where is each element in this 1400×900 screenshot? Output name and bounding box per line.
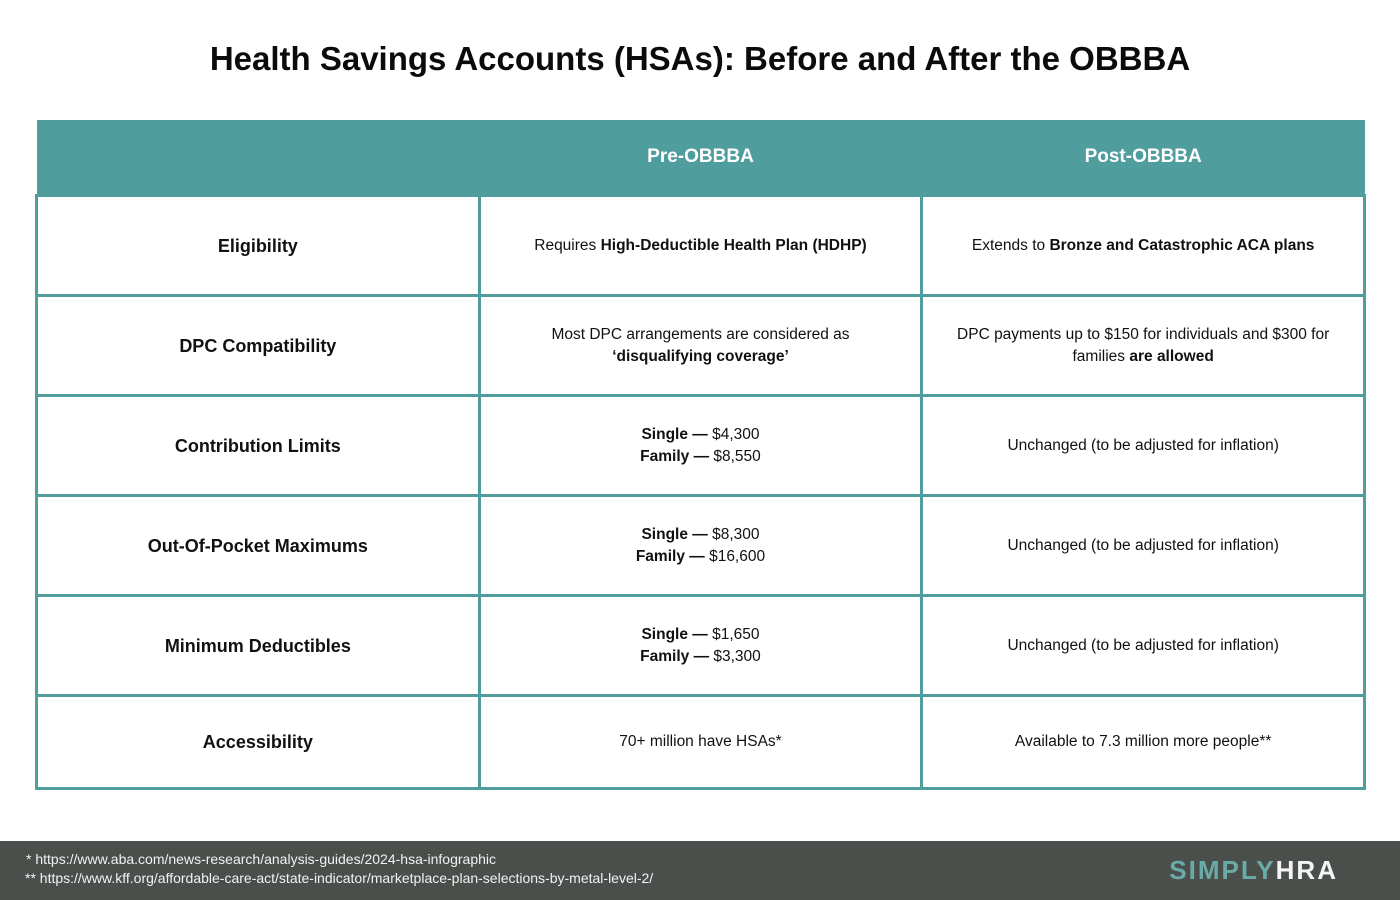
header-row: Pre-OBBBA Post-OBBBA xyxy=(36,120,1365,196)
pre-cell: Requires High-Deductible Health Plan (HD… xyxy=(477,194,924,297)
table-row: Out-Of-Pocket Maximums Single — $8,300 Fa… xyxy=(35,494,1366,597)
pre-cell: Single — $1,650 Family — $3,300 xyxy=(477,594,924,697)
table-row: Minimum Deductibles Single — $1,650 Famil… xyxy=(35,594,1366,697)
row-label: Eligibility xyxy=(35,194,481,297)
table-row: Eligibility Requires High-Deductible Hea… xyxy=(35,194,1366,297)
pre-cell: Most DPC arrangements are considered as ‘… xyxy=(477,294,924,397)
footnote-2: ** https://www.kff.org/affordable-care-a… xyxy=(25,870,654,886)
post-cell: Available to 7.3 million more people** xyxy=(920,694,1366,790)
footnote-1: * https://www.aba.com/news-research/anal… xyxy=(26,851,497,867)
row-label: Out-Of-Pocket Maximums xyxy=(35,494,481,597)
simplyhra-logo: SIMPLYHRA xyxy=(1169,855,1338,885)
table-row: Accessibility 70+ million have HSAs* Ava… xyxy=(35,694,1366,790)
header-pre-obbba: Pre-OBBBA xyxy=(479,120,922,196)
post-cell: Extends to Bronze and Catastrophic ACA p… xyxy=(920,194,1366,297)
row-label: DPC Compatibility xyxy=(35,294,481,397)
row-label: Contribution Limits xyxy=(35,394,481,497)
pre-cell: 70+ million have HSAs* xyxy=(477,694,924,790)
row-label: Accessibility xyxy=(35,694,481,790)
row-label: Minimum Deductibles xyxy=(35,594,481,697)
page-title: Health Savings Accounts (HSAs): Before a… xyxy=(209,40,1191,77)
post-cell: Unchanged (to be adjusted for inflation) xyxy=(920,594,1366,697)
table-row: Contribution Limits Single — $4,300 Famil… xyxy=(35,394,1366,497)
post-cell: Unchanged (to be adjusted for inflation) xyxy=(920,494,1366,597)
header-post-obbba: Post-OBBBA xyxy=(921,120,1365,196)
post-cell: Unchanged (to be adjusted for inflation) xyxy=(920,394,1366,497)
header-blank xyxy=(36,120,480,196)
post-cell: DPC payments up to $150 for individuals … xyxy=(920,294,1366,397)
table-row: DPC Compatibility Most DPC arrangements … xyxy=(35,294,1366,397)
pre-cell: Single — $8,300 Family — $16,600 xyxy=(477,494,924,597)
footer: * https://www.aba.com/news-research/anal… xyxy=(0,841,1400,900)
pre-cell: Single — $4,300 Family — $8,550 xyxy=(477,394,924,497)
comparison-table: Pre-OBBBA Post-OBBBA Eligibility Require… xyxy=(35,120,1366,790)
